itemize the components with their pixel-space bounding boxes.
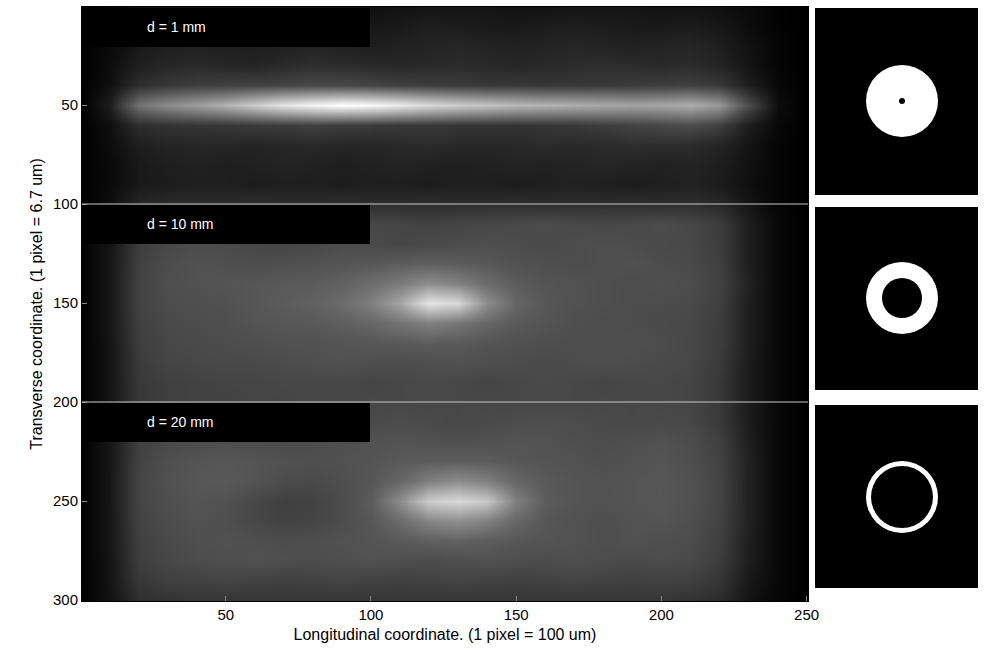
svg-text:d = 20 mm: d = 20 mm [147, 414, 214, 430]
svg-text:250: 250 [794, 606, 819, 623]
svg-text:150: 150 [504, 606, 529, 623]
svg-text:150: 150 [53, 294, 78, 311]
svg-text:100: 100 [53, 195, 78, 212]
svg-text:200: 200 [53, 393, 78, 410]
svg-text:d = 1 mm: d = 1 mm [147, 19, 206, 35]
svg-text:50: 50 [61, 96, 78, 113]
svg-text:300: 300 [53, 591, 78, 608]
svg-text:Transverse coordinate. (1 pixe: Transverse coordinate. (1 pixel = 6.7 um… [28, 158, 45, 450]
svg-text:200: 200 [649, 606, 674, 623]
svg-text:d = 10 mm: d = 10 mm [147, 216, 214, 232]
svg-text:50: 50 [217, 606, 234, 623]
svg-text:100: 100 [358, 606, 383, 623]
svg-text:250: 250 [53, 492, 78, 509]
svg-text:Longitudinal coordinate. (1 pi: Longitudinal coordinate. (1 pixel = 100 … [294, 626, 597, 643]
